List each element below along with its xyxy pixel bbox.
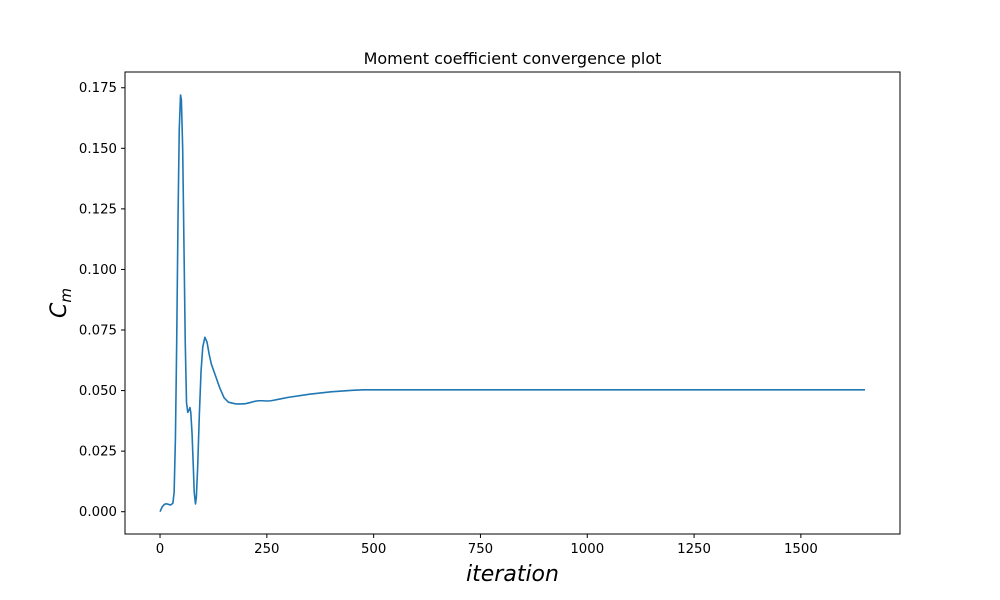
x-tick-label: 1000 bbox=[570, 542, 604, 557]
x-tick-label: 250 bbox=[254, 542, 279, 557]
x-tick-label: 1500 bbox=[784, 542, 818, 557]
x-tick-label: 0 bbox=[156, 542, 164, 557]
y-tick-label: 0.025 bbox=[79, 445, 117, 460]
x-axis-label: iteration bbox=[466, 562, 559, 587]
y-axis-label-main: C bbox=[47, 302, 72, 318]
y-tick-label: 0.150 bbox=[79, 142, 117, 157]
y-tick-label: 0.125 bbox=[79, 202, 117, 217]
chart-title: Moment coefficient convergence plot bbox=[364, 49, 662, 68]
x-tick-label: 750 bbox=[468, 542, 493, 557]
y-tick-label: 0.050 bbox=[79, 384, 117, 399]
x-tick-label: 1250 bbox=[677, 542, 711, 557]
axes-frame bbox=[124, 71, 901, 535]
y-tick-label: 0.075 bbox=[79, 324, 117, 339]
y-axis-label-subscript: m bbox=[57, 288, 75, 303]
x-tick-label: 500 bbox=[361, 542, 386, 557]
series-line-0 bbox=[159, 94, 865, 513]
y-tick-label: 0.000 bbox=[79, 505, 117, 520]
y-tick-label: 0.175 bbox=[79, 81, 117, 96]
y-tick-label: 0.100 bbox=[79, 263, 117, 278]
y-axis-label: Cm bbox=[47, 288, 75, 318]
